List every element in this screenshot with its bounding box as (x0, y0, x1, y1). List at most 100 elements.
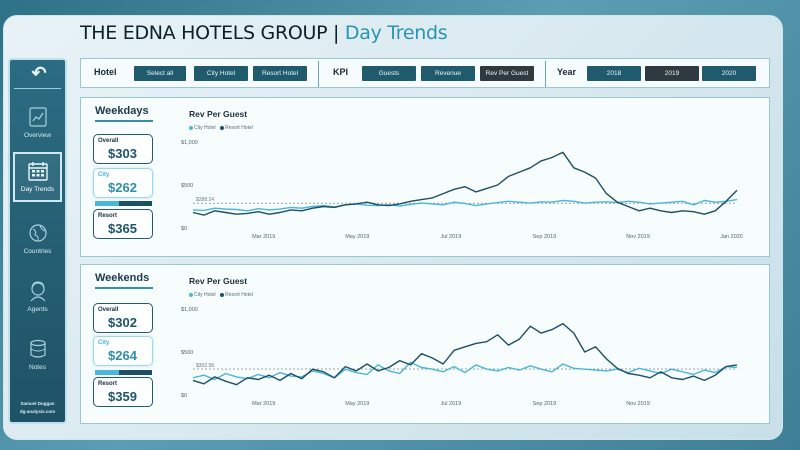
chart-legend: City Hotel Resort Hotel (189, 125, 253, 131)
page-title-main: THE EDNA HOTELS GROUP | (80, 22, 340, 44)
kpi-revenue-button[interactable]: Revenue (421, 66, 475, 81)
sidebar-item-agents[interactable]: Agents (13, 280, 62, 330)
city-share-fill (95, 201, 119, 206)
weekends-title: Weekends (95, 272, 150, 284)
hotel-resort-button[interactable]: Resort Hotel (253, 66, 307, 81)
kpi-value: $359 (108, 389, 137, 404)
sidebar-item-day-trends[interactable]: Day Trends (13, 152, 62, 202)
kpi-filter-label: KPI (333, 67, 349, 77)
notes-icon (29, 339, 46, 358)
filter-divider (545, 61, 546, 87)
y-tick-label: $0 (181, 393, 187, 399)
legend-resort: Resort Hotel (225, 125, 253, 131)
author-name: Samuel Duggan (20, 401, 55, 406)
back-arrow-icon[interactable]: ↶ (31, 63, 47, 83)
series-line-city-hotel (192, 361, 738, 381)
x-tick-label: Jul 2019 (440, 234, 461, 240)
legend-dot (220, 125, 225, 130)
filter-divider (318, 61, 319, 87)
sidebar: ↶ Overview Day Trends Countries (8, 58, 67, 424)
x-tick-label: Sep 2019 (533, 401, 557, 407)
title-underline (95, 287, 153, 289)
overall-kpi-card: Overall $302 (93, 303, 153, 333)
kpi-label: Overall (98, 307, 119, 313)
city-resort-mix-bar (95, 370, 152, 375)
chart-title: Rev Per Guest (189, 276, 248, 286)
sidebar-divider (14, 88, 61, 89)
globe-icon (28, 224, 47, 242)
weekends-line-chart: $1,000 $500 $0 $302.58 Mar 2019 May 2019 Jul 2… (181, 307, 738, 407)
kpi-value: $303 (108, 146, 137, 161)
kpi-rev-per-guest-button[interactable]: Rev Per Guest (480, 66, 534, 81)
legend-dot (189, 125, 193, 130)
kpi-label: Resort (98, 381, 118, 387)
y-tick-label: $1,000 (181, 140, 198, 146)
sidebar-item-countries[interactable]: Countries (13, 222, 62, 272)
agent-icon (30, 281, 45, 302)
y-tick-label: $0 (181, 226, 187, 232)
series-line-resort-hotel (192, 322, 738, 386)
resort-kpi-card: Resort $365 (93, 209, 153, 239)
kpi-label: Resort (98, 213, 118, 219)
weekends-panel: Weekends Overall $302 City $264 Resort $… (80, 264, 770, 424)
x-tick-label: May 2019 (345, 401, 369, 407)
kpi-value: $264 (108, 348, 137, 363)
page-title-sub: Day Trends (344, 22, 448, 44)
sidebar-item-label: Agents (27, 306, 48, 313)
kpi-guests-button[interactable]: Guests (362, 66, 416, 81)
weekdays-line-chart: $1,000 $500 $0 $288.24 Mar 2019 May 2019 Jul 2… (181, 140, 743, 240)
x-tick-label: Jan 2020 (720, 234, 743, 240)
legend-resort: Resort Hotel (225, 292, 253, 298)
x-tick-label: Nov 2019 (626, 234, 650, 240)
page-title: THE EDNA HOTELS GROUP | Day Trends (80, 22, 448, 52)
calendar-icon (27, 162, 48, 181)
city-kpi-card: City $264 (93, 336, 153, 366)
hotel-city-button[interactable]: City Hotel (194, 66, 248, 81)
chart-legend: City Hotel Resort Hotel (189, 292, 253, 298)
kpi-label: Overall (98, 138, 119, 144)
kpi-value: $302 (108, 315, 137, 330)
sidebar-item-label: Day Trends (20, 186, 55, 193)
year-2020-button[interactable]: 2020 (702, 66, 756, 81)
city-kpi-card: City $262 (93, 168, 153, 198)
legend-dot (189, 292, 193, 297)
sidebar-item-label: Notes (29, 364, 46, 371)
y-tick-label: $500 (181, 183, 193, 189)
kpi-label: City (98, 340, 110, 346)
year-2018-button[interactable]: 2018 (587, 66, 641, 81)
kpi-label: City (98, 172, 110, 178)
chart-title: Rev Per Guest (189, 109, 248, 119)
x-tick-label: Mar 2019 (252, 401, 275, 407)
hotel-filter-label: Hotel (94, 67, 117, 77)
average-label: $288.24 (196, 197, 214, 203)
hotel-select-all-button[interactable]: Select all (134, 66, 186, 81)
author-site[interactable]: dg-analysis.com (19, 409, 56, 414)
year-2019-button[interactable]: 2019 (645, 66, 699, 81)
x-tick-label: Mar 2019 (252, 234, 275, 240)
y-tick-label: $500 (181, 350, 193, 356)
kpi-value: $365 (108, 221, 137, 236)
weekdays-panel: Weekdays Overall $303 City $262 Resort $… (80, 97, 770, 257)
x-tick-label: May 2019 (345, 234, 369, 240)
legend-city: City Hotel (194, 125, 216, 131)
x-tick-label: Nov 2019 (626, 401, 650, 407)
average-label: $302.58 (196, 363, 214, 369)
city-share-fill (95, 370, 119, 375)
series-line-city-hotel (192, 198, 738, 212)
year-filter-label: Year (557, 67, 577, 77)
chart-icon (28, 107, 47, 127)
sidebar-item-label: Overview (23, 132, 52, 139)
city-resort-mix-bar (95, 201, 152, 206)
resort-kpi-card: Resort $359 (93, 377, 153, 407)
sidebar-item-overview[interactable]: Overview (13, 106, 62, 156)
x-tick-label: Sep 2019 (533, 234, 557, 240)
kpi-value: $262 (108, 180, 137, 195)
weekdays-title: Weekdays (95, 105, 149, 117)
sidebar-item-label: Countries (23, 248, 52, 255)
overall-kpi-card: Overall $303 (93, 134, 153, 164)
sidebar-footer: Samuel Duggan dg-analysis.com (10, 400, 65, 416)
legend-city: City Hotel (194, 292, 216, 298)
y-tick-label: $1,000 (181, 307, 198, 313)
sidebar-item-notes[interactable]: Notes (13, 338, 62, 388)
title-underline (95, 120, 153, 122)
